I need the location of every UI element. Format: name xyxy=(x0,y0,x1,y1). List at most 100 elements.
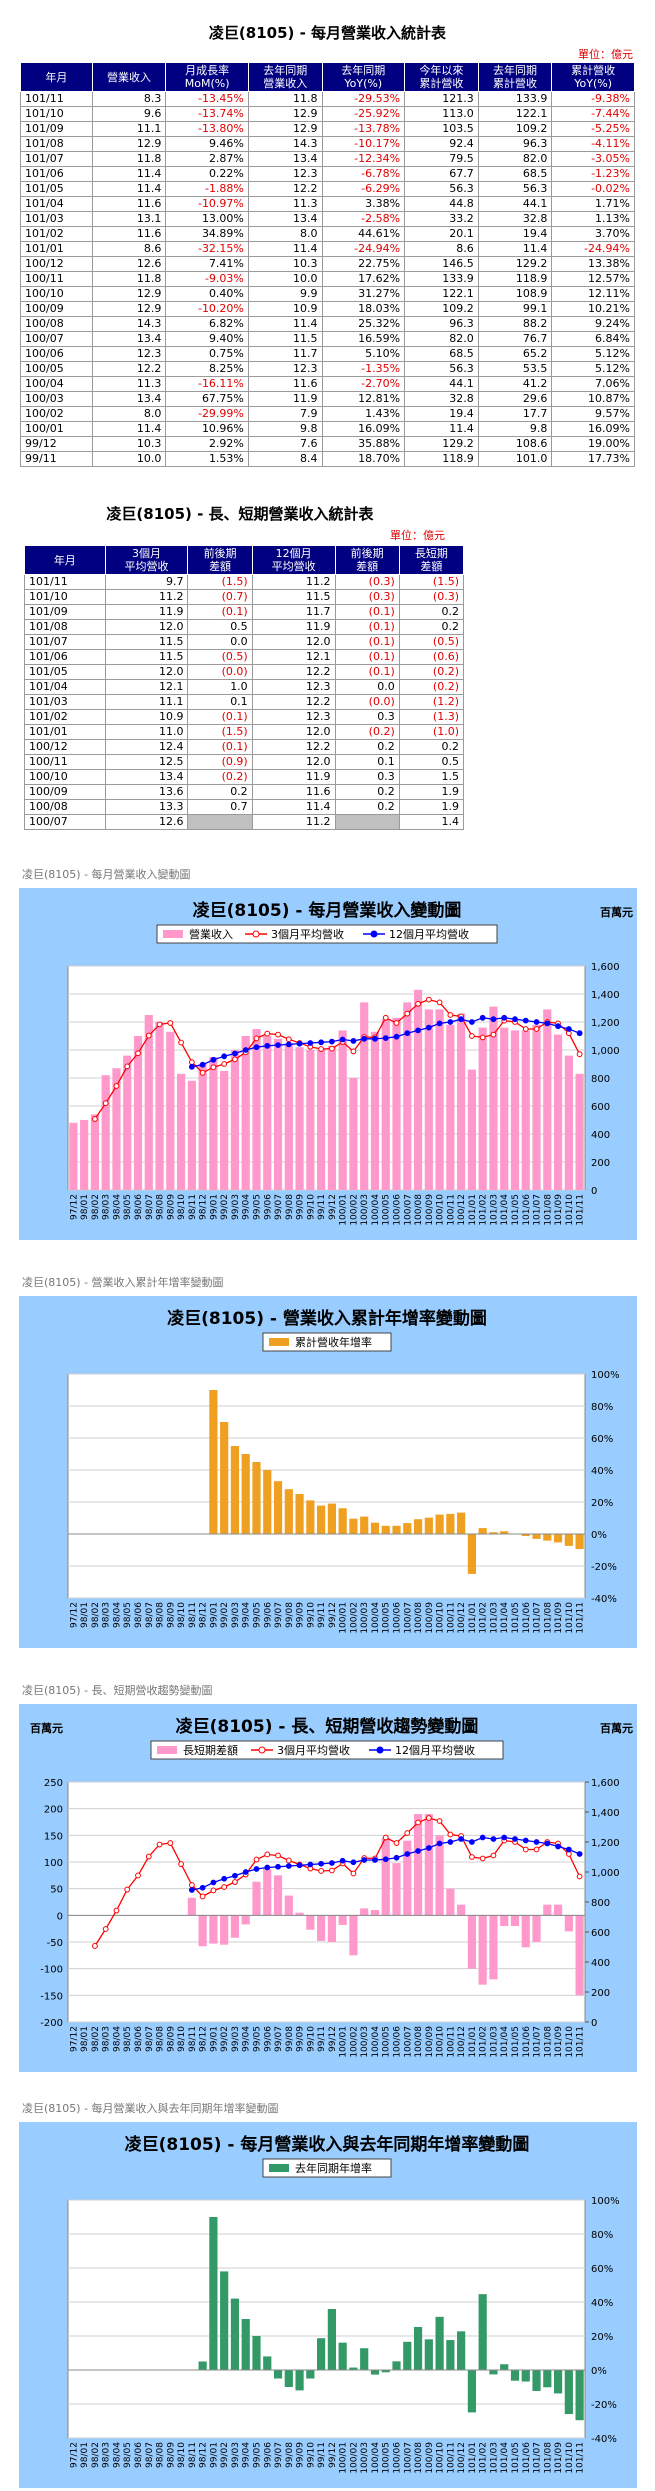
x-tick-label: 98/07 xyxy=(145,1602,155,1628)
cell: 118.9 xyxy=(404,451,479,467)
line-marker xyxy=(372,1857,378,1863)
x-tick-label: 101/02 xyxy=(479,1602,489,1634)
header-cell: 前後期 差額 xyxy=(187,545,253,575)
x-tick-label: 99/06 xyxy=(263,1602,273,1628)
bar xyxy=(521,1534,530,1536)
bar xyxy=(424,2339,433,2370)
x-tick-label: 99/06 xyxy=(263,1194,273,1220)
line xyxy=(94,1817,581,1947)
line-marker xyxy=(436,1020,443,1027)
header-cell: 營業收入 xyxy=(91,62,167,92)
x-tick-label: 101/08 xyxy=(543,2442,553,2474)
y-tick-label: 50 xyxy=(50,1885,63,1896)
plot-area xyxy=(67,2199,586,2439)
legend-marker xyxy=(370,930,378,938)
y-tick-label: -40% xyxy=(591,2434,617,2445)
cell: 99.1 xyxy=(477,301,553,317)
bar xyxy=(338,1508,347,1534)
chart-caption: 凌巨(8105) - 營業收入累計年增率變動圖 xyxy=(22,1275,224,1289)
line-marker xyxy=(285,1041,292,1048)
line-marker xyxy=(533,1019,540,1025)
header-text: 差額 xyxy=(209,560,232,573)
x-tick-label: 101/05 xyxy=(511,2026,521,2058)
bar xyxy=(80,1120,89,1190)
line-marker xyxy=(264,1864,271,1871)
x-tick-label: 101/06 xyxy=(522,2026,532,2058)
bar xyxy=(317,1915,326,1941)
cell: 12.9 xyxy=(91,136,167,152)
row: 101/05 12.0 (0.0) 12.2 (0.1) (0.2) xyxy=(24,664,465,680)
legend-label: 12個月平均營收 xyxy=(395,1743,475,1757)
x-tick-label: 98/03 xyxy=(102,2442,112,2468)
bar xyxy=(349,1915,358,1956)
line-marker xyxy=(92,1116,98,1122)
cell: 18.70% xyxy=(321,451,406,467)
line-marker xyxy=(544,1840,551,1847)
bar xyxy=(489,1915,498,1980)
bar xyxy=(543,2370,552,2388)
x-tick-label: 101/03 xyxy=(489,2026,499,2058)
line-marker xyxy=(533,1846,540,1853)
cell: 133.9 xyxy=(477,91,553,107)
bar xyxy=(457,1904,466,1916)
bar xyxy=(435,1514,444,1534)
line-marker xyxy=(490,1836,497,1842)
row: 100/04 11.3 -16.11% 11.6 -2.70% 44.1 41.2 7.06% xyxy=(20,376,635,392)
cell: 31.27% xyxy=(321,286,406,302)
x-tick-label: 98/08 xyxy=(156,1194,166,1220)
cell: 10.0 xyxy=(247,271,323,287)
bar xyxy=(360,1002,369,1190)
x-tick-label: 100/11 xyxy=(446,1602,456,1634)
line-marker xyxy=(576,1851,583,1857)
bar xyxy=(424,1009,433,1190)
y-tick-label: -200 xyxy=(40,2018,63,2029)
header-text: 前後期 xyxy=(203,547,237,560)
chart-caption: 凌巨(8105) - 每月營業收入變動圖 xyxy=(22,867,191,881)
row: 99/11 10.0 1.53% 8.4 18.70% 118.9 101.0 17.73% xyxy=(20,451,635,467)
line-marker xyxy=(318,1039,325,1046)
cell: 101/05 xyxy=(24,664,106,680)
line-marker xyxy=(404,1030,411,1037)
cell: 0.0 xyxy=(334,679,400,695)
y-tick-label: 1,400 xyxy=(591,990,620,1001)
cell: 108.6 xyxy=(477,436,553,452)
line-marker xyxy=(178,1861,184,1867)
bar xyxy=(360,1908,369,1916)
cell: -2.70% xyxy=(321,376,406,392)
line-marker xyxy=(490,1031,497,1038)
line-marker xyxy=(307,1040,314,1046)
x-tick-label: 98/10 xyxy=(177,1194,187,1220)
bar xyxy=(166,1031,175,1190)
bar xyxy=(467,1069,476,1190)
bar xyxy=(317,1505,326,1534)
cell: 12.4 xyxy=(104,739,189,755)
legend-label: 3個月平均營收 xyxy=(277,1743,350,1757)
x-tick-label: 101/10 xyxy=(565,1194,575,1226)
header-text: 去年同期 xyxy=(341,64,386,77)
cell: 129.2 xyxy=(404,436,479,452)
bar xyxy=(69,1122,78,1190)
line-marker xyxy=(253,1866,260,1872)
x-tick-label: 99/04 xyxy=(242,2026,252,2052)
cell: -13.78% xyxy=(321,121,406,137)
x-tick-label: 98/06 xyxy=(134,2026,144,2052)
legend-label: 12個月平均營收 xyxy=(389,927,469,941)
legend-label: 營業收入 xyxy=(189,927,233,941)
cell: 101/04 xyxy=(20,196,93,212)
cell: (0.0) xyxy=(334,694,400,710)
x-tick-label: 101/07 xyxy=(533,1194,543,1226)
x-tick-label: 99/08 xyxy=(285,1602,295,1628)
bar xyxy=(457,1512,466,1534)
cell: 82.0 xyxy=(477,151,553,167)
bar xyxy=(392,1017,401,1190)
y2-tick-label: 600 xyxy=(591,1928,610,1939)
bar xyxy=(295,1047,304,1190)
row: 101/07 11.5 0.0 12.0 (0.1) (0.5) xyxy=(24,634,465,650)
x-tick-label: 97/12 xyxy=(69,1194,79,1220)
line-marker xyxy=(512,1016,518,1023)
bar xyxy=(553,1034,563,1190)
x-tick-label: 100/03 xyxy=(360,1602,370,1634)
y-tick-label: -20% xyxy=(591,2400,617,2411)
x-tick-label: 100/03 xyxy=(360,1194,370,1226)
